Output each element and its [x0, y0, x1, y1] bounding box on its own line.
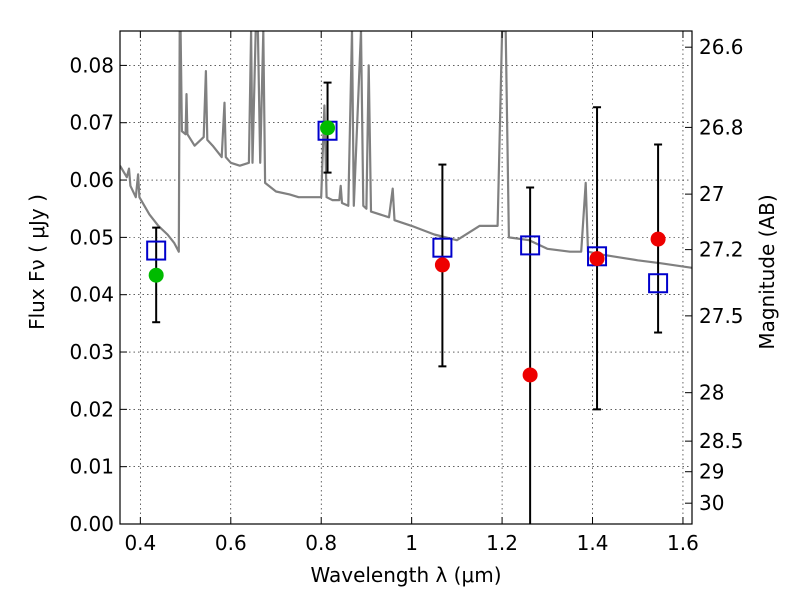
x-tick-label: 1	[405, 531, 418, 555]
x-axis-label: Wavelength λ (μm)	[310, 563, 501, 587]
x-tick-label: 0.6	[215, 531, 247, 555]
model-flux-square	[648, 273, 669, 294]
sed-model-layer	[120, 31, 692, 269]
right-tick-label: 26.6	[699, 35, 744, 59]
sed-model-line	[120, 31, 692, 269]
right-tick-label: 29	[699, 460, 724, 484]
red-data-point	[434, 257, 450, 273]
x-tick-label: 1.2	[486, 531, 518, 555]
errorbar-layer	[152, 81, 663, 524]
tick-layer: 0.4 0.6 0.8 1 1.2 1.4 1.6 0.00 0.01 0.02 0.03 0.04 0…	[69, 31, 744, 555]
plot-frame	[119, 30, 693, 525]
right-tick-label: 28.5	[699, 429, 744, 453]
right-tick-label: 27.5	[699, 304, 744, 328]
right-tick-label: 27	[699, 182, 724, 206]
model-flux-square	[520, 235, 541, 256]
y-tick-label: 0.07	[69, 111, 114, 135]
y-tick-label: 0.01	[69, 455, 114, 479]
y-axis-label: Flux Fν ( μJy )	[25, 194, 49, 330]
red-data-point	[522, 367, 538, 383]
x-tick-label: 0.4	[124, 531, 156, 555]
y-tick-label: 0.02	[69, 397, 114, 421]
right-tick-label: 30	[699, 491, 724, 515]
right-axis-label: Magnitude (AB)	[755, 194, 779, 349]
green-data-point	[320, 120, 336, 136]
y-tick-label: 0.04	[69, 283, 114, 307]
marker-layer	[146, 120, 669, 383]
right-tick-label: 27.2	[699, 238, 744, 262]
red-data-point	[650, 231, 666, 247]
y-tick-label: 0.03	[69, 340, 114, 364]
y-tick-label: 0.00	[69, 512, 114, 536]
x-tick-label: 0.8	[305, 531, 337, 555]
y-tick-label: 0.08	[69, 53, 114, 77]
right-tick-label: 26.8	[699, 115, 744, 139]
model-flux-square	[432, 237, 453, 258]
x-tick-label: 1.4	[577, 531, 609, 555]
right-tick-label: 28	[699, 381, 724, 405]
red-data-point	[589, 251, 605, 267]
y-tick-label: 0.05	[69, 225, 114, 249]
x-tick-label: 1.6	[667, 531, 699, 555]
y-tick-label: 0.06	[69, 168, 114, 192]
model-flux-square	[146, 240, 167, 261]
green-data-point	[148, 267, 164, 283]
grid-layer	[120, 31, 692, 525]
